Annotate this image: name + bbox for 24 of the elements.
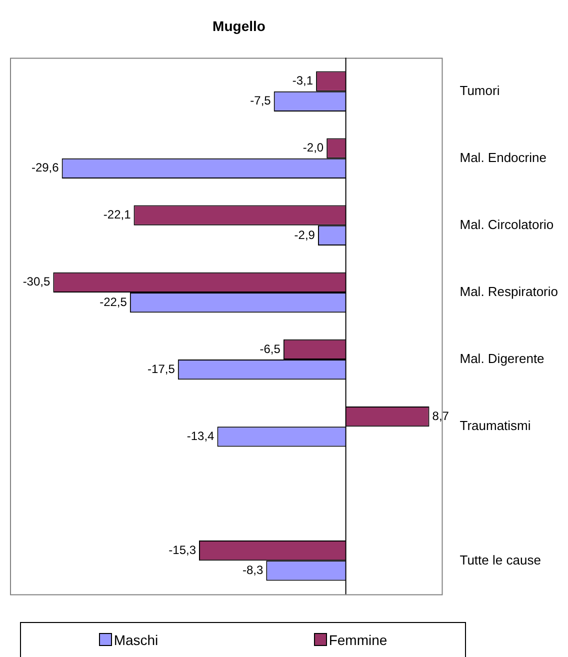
y-tick-label: Mal. Endocrine xyxy=(460,150,546,165)
data-label: -2,0 xyxy=(302,140,324,155)
data-label: -22,5 xyxy=(100,294,128,309)
data-label: -15,3 xyxy=(168,542,196,557)
data-label: -3,1 xyxy=(292,74,314,88)
data-label: -29,6 xyxy=(31,160,60,175)
data-label: -2,9 xyxy=(294,228,316,242)
data-label: 8,7 xyxy=(432,408,450,423)
legend-label: Maschi xyxy=(112,632,158,648)
y-tick-label: Mal. Respiratorio xyxy=(460,284,558,300)
y-tick-label: Mal. Circolatorio xyxy=(460,217,554,232)
y-tick-label: Tumori xyxy=(460,82,500,98)
data-label: -13,4 xyxy=(186,428,215,443)
data-label: -6,5 xyxy=(260,342,281,356)
y-tick-label: Tutte le cause xyxy=(460,552,541,568)
data-label: -8,3 xyxy=(242,563,264,578)
legend-label: Femmine xyxy=(328,632,388,648)
chart-title: Mugello xyxy=(212,18,266,34)
y-tick-label: Traumatismi xyxy=(460,418,531,434)
y-tick-label: Mal. Digerente xyxy=(460,351,544,366)
data-label: -17,5 xyxy=(148,362,176,376)
data-label: -30,5 xyxy=(22,274,50,289)
data-label: -22,1 xyxy=(103,208,132,222)
data-label: -7,5 xyxy=(250,94,272,108)
